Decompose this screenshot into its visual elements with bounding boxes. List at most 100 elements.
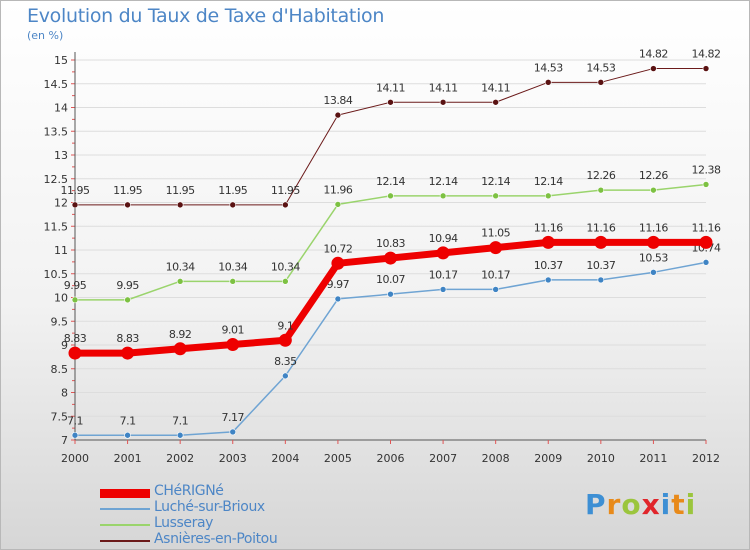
data-point-luche-sur-brioux	[387, 290, 394, 298]
y-tick-label: 7.5	[51, 410, 69, 423]
data-point-cherigne	[646, 235, 660, 249]
data-label-cherigne: 8.92	[169, 328, 192, 341]
data-point-cherigne	[699, 235, 713, 249]
data-label-cherigne: 10.94	[429, 232, 458, 245]
data-point-cherigne	[489, 241, 503, 255]
data-label-luche-sur-brioux: 10.37	[586, 259, 615, 272]
data-point-luche-sur-brioux	[439, 286, 447, 293]
y-tick-label: 9	[61, 339, 68, 352]
y-tick-label: 12	[54, 197, 68, 210]
data-label-lusseray: 10.34	[218, 260, 247, 273]
data-label-asnieres-en-poitou: 14.53	[586, 61, 615, 74]
data-point-asnieres-en-poitou	[176, 201, 184, 209]
y-tick-label: 8	[61, 387, 68, 400]
data-point-luche-sur-brioux	[334, 295, 342, 303]
data-point-asnieres-en-poitou	[597, 79, 605, 86]
x-tick-label: 2007	[429, 452, 457, 465]
legend-label: CHéRIGNé	[154, 483, 224, 499]
data-label-cherigne: 8.83	[64, 332, 87, 345]
logo-letter: x	[641, 488, 661, 521]
data-point-asnieres-en-poitou	[282, 201, 289, 209]
data-label-cherigne: 11.05	[481, 227, 510, 240]
y-tick-label: 12.5	[44, 173, 69, 186]
data-label-asnieres-en-poitou: 11.95	[113, 184, 142, 197]
data-label-lusseray: 12.14	[429, 175, 458, 188]
legend-item: Asnières-en-Poitou	[100, 531, 360, 549]
data-label-luche-sur-brioux: 10.07	[376, 273, 405, 286]
y-tick-label: 11	[54, 244, 68, 257]
data-label-lusseray: 12.14	[534, 175, 563, 188]
data-point-lusseray	[702, 181, 710, 188]
data-label-luche-sur-brioux: 8.35	[274, 355, 297, 368]
data-label-asnieres-en-poitou: 14.11	[429, 81, 458, 94]
x-tick-label: 2008	[482, 452, 510, 465]
data-label-luche-sur-brioux: 10.17	[481, 268, 510, 281]
data-label-luche-sur-brioux: 10.17	[429, 268, 458, 281]
data-point-lusseray	[492, 192, 499, 200]
y-tick-label: 10	[54, 292, 68, 305]
logo-letter: i	[685, 488, 697, 521]
y-tick-label: 13.5	[44, 125, 69, 138]
logo-letter: t	[671, 488, 686, 521]
y-tick-label: 14	[54, 102, 68, 115]
data-label-lusseray: 10.34	[271, 260, 300, 273]
data-label-lusseray: 11.96	[323, 183, 352, 196]
y-tick-label: 15	[54, 54, 68, 67]
data-label-cherigne: 11.16	[534, 221, 563, 234]
legend-swatch	[100, 488, 150, 498]
data-label-asnieres-en-poitou: 11.95	[271, 184, 300, 197]
data-label-lusseray: 12.26	[586, 169, 615, 182]
data-label-asnieres-en-poitou: 14.53	[534, 61, 563, 74]
data-label-luche-sur-brioux: 10.37	[534, 259, 563, 272]
data-label-asnieres-en-poitou: 11.95	[218, 184, 247, 197]
data-point-lusseray	[650, 186, 657, 194]
data-point-cherigne	[384, 251, 397, 265]
data-label-luche-sur-brioux: 7.1	[67, 414, 83, 427]
legend-swatch	[100, 508, 150, 510]
legend-swatch	[100, 540, 150, 542]
data-point-lusseray	[597, 186, 605, 194]
data-point-luche-sur-brioux	[124, 431, 131, 439]
data-label-asnieres-en-poitou: 14.11	[481, 81, 510, 94]
data-point-lusseray	[282, 278, 289, 285]
data-point-lusseray	[176, 278, 184, 285]
data-label-luche-sur-brioux: 10.53	[639, 251, 668, 264]
data-point-luche-sur-brioux	[229, 428, 237, 436]
data-label-luche-sur-brioux: 9.97	[327, 278, 350, 291]
data-label-asnieres-en-poitou: 14.11	[376, 81, 405, 94]
y-tick-label: 7	[61, 434, 68, 447]
unit-label: (en %)	[27, 29, 64, 42]
legend-swatch	[100, 524, 150, 526]
x-tick-label: 2000	[61, 452, 89, 465]
x-tick-label: 2004	[271, 452, 299, 465]
y-tick-label: 8.5	[51, 363, 69, 376]
x-tick-label: 2002	[166, 452, 194, 465]
legend-item: Lusseray	[100, 515, 360, 533]
data-label-cherigne: 9.01	[222, 324, 245, 337]
data-label-lusseray: 12.14	[376, 175, 405, 188]
y-tick-label: 9.5	[51, 315, 69, 328]
data-point-cherigne	[541, 235, 555, 249]
data-point-lusseray	[124, 296, 131, 304]
data-point-luche-sur-brioux	[702, 259, 710, 266]
logo-letter: r	[606, 488, 622, 521]
data-point-cherigne	[68, 346, 82, 360]
data-label-asnieres-en-poitou: 14.82	[692, 48, 721, 61]
data-point-luche-sur-brioux	[176, 431, 184, 439]
data-point-asnieres-en-poitou	[492, 98, 499, 106]
y-tick-label: 13	[54, 149, 68, 162]
legend-label: Luché-sur-Brioux	[154, 499, 265, 515]
data-point-cherigne	[278, 333, 292, 347]
data-label-cherigne: 10.83	[376, 237, 405, 250]
y-tick-label: 10.5	[44, 268, 69, 281]
x-tick-label: 2003	[219, 452, 247, 465]
data-point-lusseray	[544, 192, 552, 200]
legend-item: CHéRIGNé	[100, 483, 360, 501]
data-label-cherigne: 9.1	[277, 319, 293, 332]
data-label-lusseray: 12.38	[692, 163, 721, 176]
data-label-luche-sur-brioux: 7.17	[222, 411, 245, 424]
data-point-asnieres-en-poitou	[71, 201, 79, 209]
data-point-lusseray	[334, 201, 342, 208]
data-label-cherigne: 11.16	[639, 221, 668, 234]
data-point-lusseray	[439, 192, 447, 200]
